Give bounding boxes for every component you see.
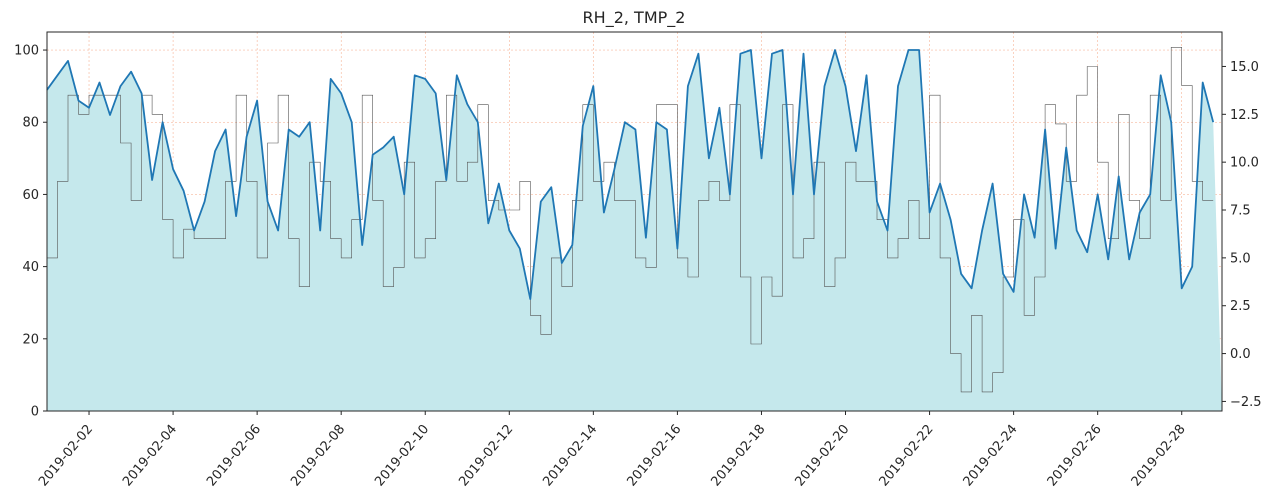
rh-area-layer: [47, 50, 1222, 411]
y-right-tick-label: 5.0: [1230, 251, 1251, 266]
y-axis-right: −2.5 0.0 2.5 5.0 7.5 10.0 12.5 15.0: [1222, 60, 1262, 410]
y-right-tick-label: 7.5: [1230, 204, 1251, 219]
y-right-tick-label: −2.5: [1230, 395, 1262, 410]
y-axis-left: 0 20 40 60 80 100: [14, 44, 47, 420]
y-right-tick-label: 2.5: [1230, 299, 1251, 314]
y-left-tick-label: 40: [22, 260, 39, 275]
rh-area: [47, 50, 1222, 411]
tmp-line: [47, 47, 1214, 393]
rh-line: [46, 49, 1215, 300]
y-left-tick-label: 60: [22, 188, 39, 203]
plot-frame: [46, 31, 1223, 412]
y-left-tick-label: 100: [14, 44, 39, 59]
chart-title: RH_2, TMP_2: [583, 8, 686, 28]
y-right-tick-label: 15.0: [1230, 60, 1259, 75]
rh-line-layer: [46, 49, 1215, 300]
y-right-tick-label: 10.0: [1230, 156, 1259, 171]
tmp-layer: [47, 47, 1214, 393]
y-left-tick-label: 80: [22, 116, 39, 131]
y-left-tick-label: 20: [22, 332, 39, 347]
y-left-tick-label: 0: [31, 405, 39, 420]
y-right-tick-label: 0.0: [1230, 347, 1251, 362]
y-right-tick-label: 12.5: [1230, 108, 1259, 123]
